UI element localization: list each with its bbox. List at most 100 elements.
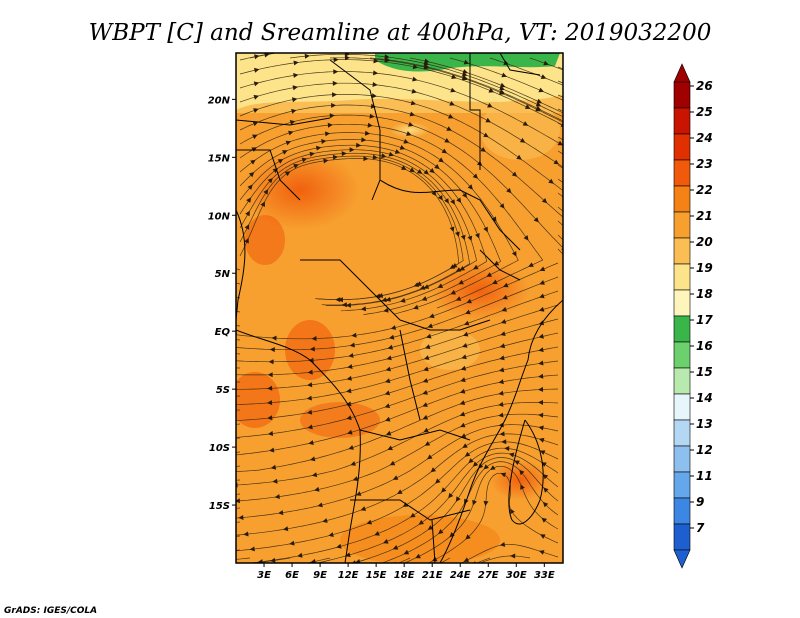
- streamline-arrowhead: [409, 111, 416, 117]
- streamline: [557, 136, 563, 141]
- streamline: [236, 507, 241, 509]
- streamline-arrowhead: [269, 347, 275, 353]
- streamline-arrowhead: [301, 157, 308, 163]
- streamline-arrowhead: [403, 549, 410, 555]
- streamline-arrowhead: [533, 217, 539, 223]
- streamline-arrowhead: [423, 366, 429, 372]
- streamline-arrowhead: [553, 159, 559, 165]
- streamline-arrowhead: [520, 484, 525, 490]
- streamline-arrowhead: [504, 446, 510, 451]
- streamline-arrowhead: [346, 388, 352, 394]
- streamline: [239, 144, 488, 312]
- streamline-arrowhead: [423, 169, 429, 175]
- streamline-arrowhead: [472, 173, 478, 179]
- streamline-arrowhead: [501, 439, 507, 445]
- field-warm-patch: [240, 150, 360, 230]
- streamline-arrowhead: [349, 147, 355, 153]
- streamline-arrowhead: [467, 184, 473, 190]
- streamline-arrowhead: [460, 422, 466, 428]
- streamline-arrowhead: [284, 171, 291, 177]
- streamline-arrowhead: [498, 390, 504, 396]
- streamline-arrowhead: [468, 458, 474, 464]
- streamline-arrowhead: [254, 67, 260, 73]
- colorbar-label: 18: [696, 287, 713, 301]
- streamline-arrowhead: [409, 167, 415, 173]
- streamline-arrowhead: [385, 296, 391, 302]
- streamline: [236, 521, 241, 523]
- y-axis: 20N 15N 10N 5N EQ 5S 10S 15S: [208, 95, 236, 512]
- streamline-arrowhead: [538, 386, 544, 392]
- colorbar-segment: [673, 289, 691, 317]
- streamline-arrowhead: [451, 74, 457, 79]
- streamline: [236, 353, 241, 355]
- streamline-arrowhead: [248, 172, 255, 178]
- streamline-arrowhead: [352, 476, 359, 481]
- streamline-arrowhead: [456, 197, 462, 203]
- streamline-arrowhead: [462, 331, 469, 337]
- colorbar-segment: [673, 133, 691, 161]
- streamline-arrowhead: [294, 48, 299, 53]
- streamline-arrowhead: [314, 486, 320, 492]
- streamline-arrowhead: [406, 131, 412, 136]
- streamline: [236, 451, 241, 453]
- streamline-arrowhead: [538, 360, 544, 366]
- streamline-arrowhead: [356, 142, 362, 148]
- streamline-arrowhead: [424, 58, 430, 64]
- streamline-arrowhead: [341, 302, 347, 308]
- colorbar-segment: [673, 185, 691, 213]
- streamline-arrowhead: [292, 97, 298, 103]
- colorbar: 26 25 24 23 22 21 20 19 18 17 16 15 14 13 12 11 9 7: [673, 63, 713, 569]
- streamline-arrowhead: [355, 491, 362, 496]
- streamline-arrowhead: [486, 272, 492, 277]
- streamline-arrowhead: [539, 450, 546, 455]
- streamline-arrowhead: [361, 137, 367, 143]
- streamline-arrowhead: [402, 502, 409, 507]
- streamline-arrowhead: [349, 342, 355, 348]
- streamline-arrowhead: [346, 375, 352, 381]
- streamline-arrowhead: [347, 429, 353, 435]
- streamline-arrowhead: [263, 189, 269, 195]
- streamline-arrowhead: [267, 372, 273, 378]
- streamline-arrowhead: [346, 415, 352, 420]
- colorbar-label: 26: [696, 79, 713, 93]
- streamline-arrowhead: [437, 283, 444, 288]
- streamline-arrowhead: [434, 164, 440, 170]
- streamline-arrowhead: [501, 306, 507, 312]
- streamline-arrowhead: [348, 353, 354, 358]
- streamline-arrowhead: [415, 553, 421, 559]
- streamline-arrowhead: [511, 251, 517, 257]
- streamline-arrowhead: [424, 344, 431, 350]
- streamline-arrowhead: [451, 263, 458, 268]
- streamline-arrowhead: [384, 390, 391, 396]
- streamline-arrowhead: [363, 156, 369, 162]
- plot-frame: [235, 52, 564, 564]
- streamline-arrowhead: [500, 331, 506, 336]
- streamline: [476, 557, 491, 563]
- streamline-arrowhead: [267, 400, 273, 406]
- streamline-arrowhead: [307, 424, 313, 430]
- streamline-arrowhead: [540, 74, 547, 79]
- streamline-arrowhead: [438, 157, 444, 163]
- streamline-arrowhead: [444, 198, 449, 204]
- streamline-arrowhead: [372, 154, 378, 160]
- y-tick-label: 10S: [209, 443, 230, 454]
- streamline-arrowhead: [348, 445, 354, 450]
- streamline-arrowhead: [538, 333, 544, 339]
- streamline-arrowhead: [423, 427, 429, 433]
- streamline-arrowhead: [292, 85, 298, 91]
- streamline-arrowhead: [538, 373, 544, 379]
- streamline-arrowhead: [487, 102, 493, 108]
- colorbar-segment: [673, 107, 691, 135]
- streamline-arrowhead: [278, 510, 284, 516]
- streamline-arrowhead: [519, 137, 526, 143]
- streamline-arrowhead: [491, 216, 497, 222]
- streamline-arrowhead: [370, 103, 377, 109]
- streamline-arrowhead: [350, 461, 356, 466]
- streamline-arrowhead: [253, 81, 260, 87]
- streamline-arrowhead: [384, 56, 390, 62]
- streamline-arrowhead: [381, 297, 387, 303]
- streamline-arrowhead: [423, 355, 430, 360]
- streamline: [403, 465, 559, 563]
- streamline-arrowhead: [282, 150, 288, 155]
- streamline-arrowhead: [466, 298, 472, 304]
